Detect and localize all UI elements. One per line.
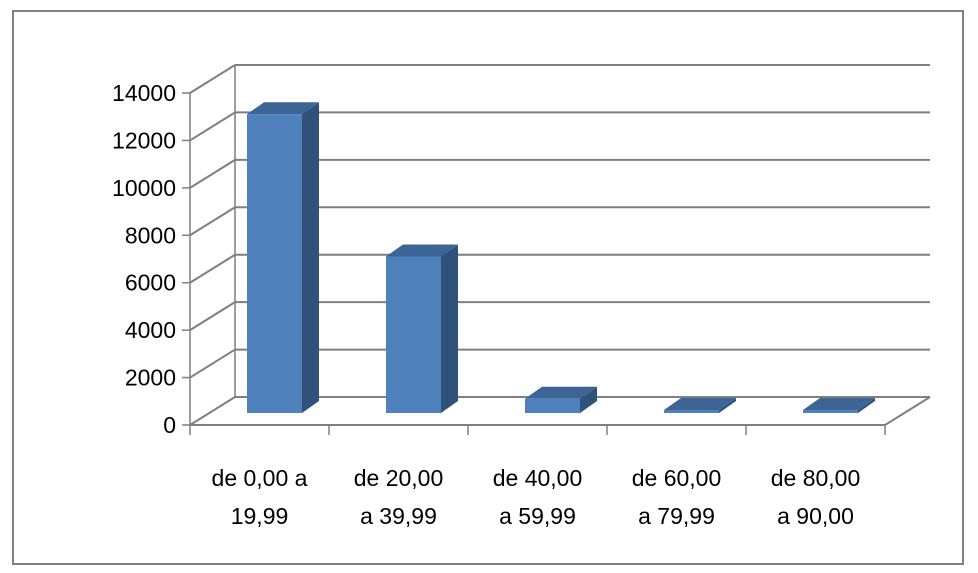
bar-top-face	[386, 244, 458, 257]
bar-4	[664, 398, 736, 413]
bar-front-face	[247, 114, 302, 413]
x-category-label: de 0,00 a	[212, 465, 308, 491]
x-category-label: a 79,99	[638, 503, 715, 529]
y-tick-label: 8000	[125, 222, 176, 248]
bar-front-face	[525, 398, 580, 413]
x-category-label: a 39,99	[360, 503, 437, 529]
bar-side-face	[580, 386, 597, 413]
bar-3	[525, 386, 597, 413]
bar-front-face	[386, 256, 441, 413]
side-wall-gridline	[189, 301, 236, 331]
bar-top-face	[664, 398, 736, 410]
bar-2	[386, 244, 458, 413]
bar-side-face	[719, 398, 736, 413]
x-category-label: de 80,00	[771, 465, 861, 491]
y-tick-label: 12000	[112, 127, 176, 153]
x-category-label: de 40,00	[493, 465, 583, 491]
x-category-label: 19,99	[231, 503, 289, 529]
bar-side-face	[441, 244, 458, 413]
bar-top-face	[247, 102, 319, 115]
side-wall-gridline	[189, 253, 236, 284]
y-tick-label: 4000	[125, 317, 176, 343]
side-wall-gridline	[189, 64, 236, 94]
chart-frame	[12, 10, 964, 565]
floor-right-edge	[884, 396, 931, 426]
side-wall-gridline	[189, 111, 236, 142]
y-tick-label: 6000	[125, 270, 176, 296]
bar-front-face	[803, 410, 858, 413]
bar-top-face	[525, 386, 597, 399]
bar-top-face	[803, 398, 875, 410]
x-category-label: a 59,99	[499, 503, 576, 529]
bar-1	[247, 102, 319, 413]
side-wall-gridline	[189, 396, 236, 426]
y-tick-label: 14000	[112, 80, 176, 106]
bar-side-face	[858, 398, 875, 413]
x-category-label: a 90,00	[777, 503, 854, 529]
y-tick-label: 2000	[125, 365, 176, 391]
side-wall-gridline	[189, 159, 236, 189]
side-wall-gridline	[189, 348, 236, 379]
side-wall-gridline	[189, 206, 236, 237]
bar-front-face	[664, 410, 719, 413]
x-category-label: de 60,00	[632, 465, 722, 491]
bar-side-face	[302, 102, 319, 413]
bar-5	[803, 398, 875, 413]
y-tick-label: 10000	[112, 175, 176, 201]
x-category-label: de 20,00	[354, 465, 444, 491]
y-tick-label: 0	[163, 412, 176, 438]
